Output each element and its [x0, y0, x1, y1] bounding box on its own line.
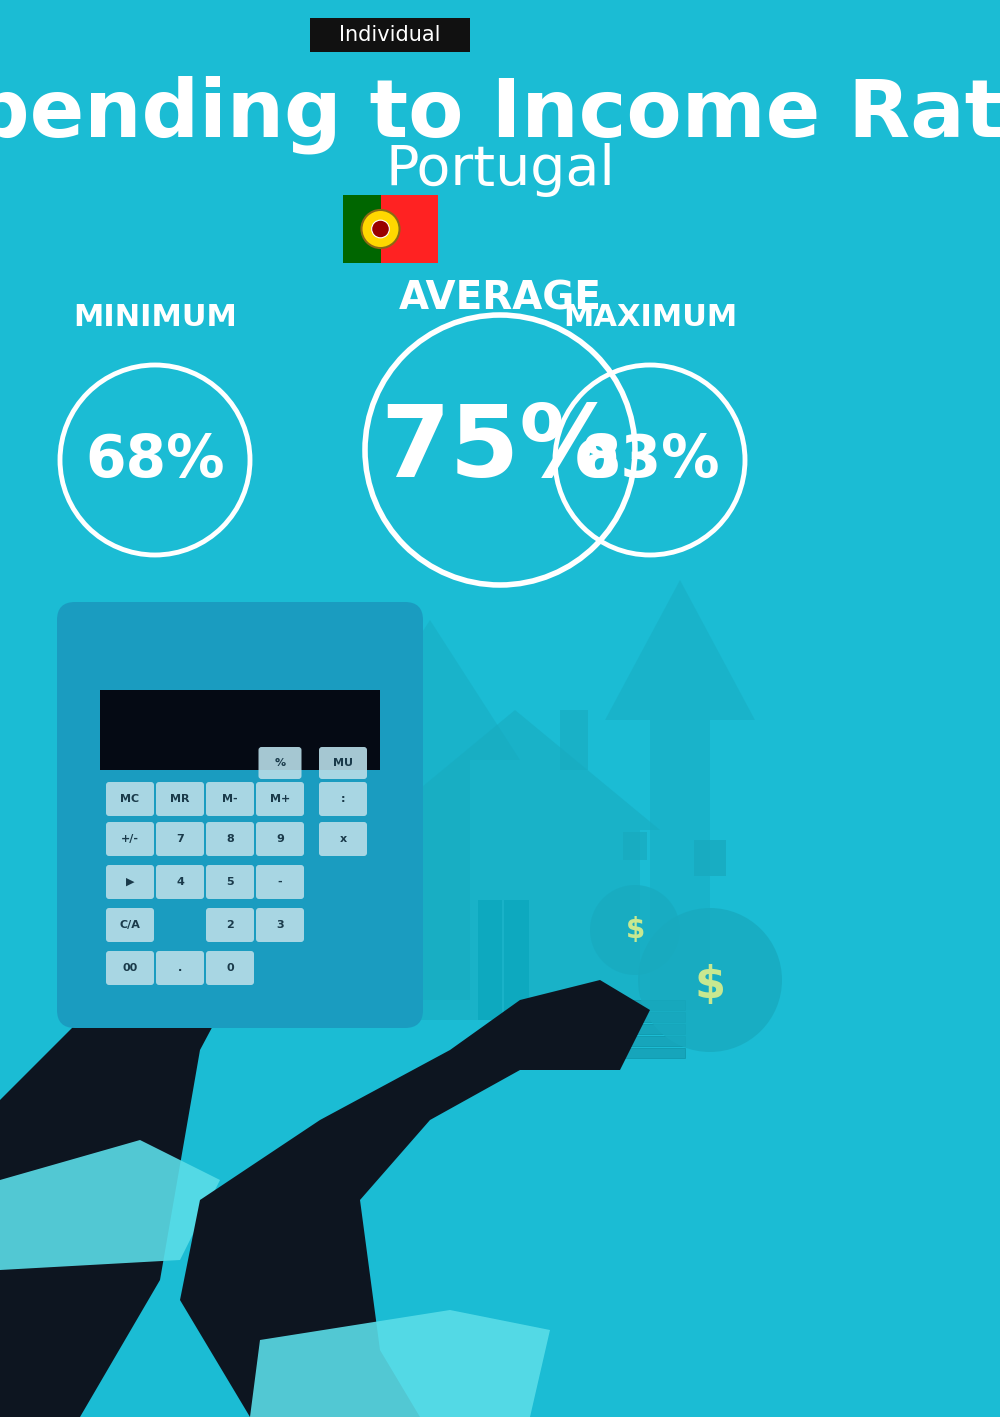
FancyBboxPatch shape: [57, 602, 423, 1027]
FancyBboxPatch shape: [390, 830, 640, 1020]
Text: 7: 7: [176, 835, 184, 845]
Text: Individual: Individual: [339, 26, 441, 45]
Text: AVERAGE: AVERAGE: [399, 279, 601, 317]
Text: 75%: 75%: [380, 401, 620, 499]
FancyBboxPatch shape: [319, 747, 367, 779]
Circle shape: [372, 220, 389, 238]
Circle shape: [590, 886, 680, 975]
FancyBboxPatch shape: [319, 782, 367, 816]
Text: $: $: [625, 915, 645, 944]
FancyBboxPatch shape: [590, 1036, 685, 1046]
Text: MC: MC: [120, 794, 140, 803]
Text: 5: 5: [226, 877, 234, 887]
FancyBboxPatch shape: [256, 864, 304, 898]
Polygon shape: [250, 1309, 550, 1417]
FancyBboxPatch shape: [100, 690, 380, 769]
Text: 83%: 83%: [580, 432, 720, 489]
FancyBboxPatch shape: [206, 951, 254, 985]
FancyBboxPatch shape: [206, 908, 254, 942]
Circle shape: [638, 908, 782, 1051]
Text: 4: 4: [176, 877, 184, 887]
FancyBboxPatch shape: [156, 782, 204, 816]
FancyBboxPatch shape: [256, 908, 304, 942]
Text: 3: 3: [276, 920, 284, 930]
FancyBboxPatch shape: [106, 864, 154, 898]
Text: C/A: C/A: [120, 920, 140, 930]
Text: x: x: [339, 835, 347, 845]
Text: MAXIMUM: MAXIMUM: [563, 303, 737, 333]
Text: $: $: [694, 964, 726, 1006]
FancyBboxPatch shape: [156, 864, 204, 898]
FancyBboxPatch shape: [694, 840, 726, 876]
FancyBboxPatch shape: [310, 18, 470, 52]
FancyBboxPatch shape: [319, 822, 367, 856]
Text: +/-: +/-: [121, 835, 139, 845]
Text: MU: MU: [333, 758, 353, 768]
Polygon shape: [180, 981, 650, 1417]
FancyBboxPatch shape: [590, 1024, 685, 1034]
Text: M+: M+: [270, 794, 290, 803]
FancyBboxPatch shape: [106, 908, 154, 942]
Text: .: .: [178, 964, 182, 973]
Polygon shape: [340, 621, 520, 1000]
Text: ▶: ▶: [126, 877, 134, 887]
FancyBboxPatch shape: [258, 747, 302, 779]
Text: 0: 0: [226, 964, 234, 973]
Text: :: :: [341, 794, 345, 803]
Text: -: -: [278, 877, 282, 887]
FancyBboxPatch shape: [256, 822, 304, 856]
FancyBboxPatch shape: [256, 782, 304, 816]
FancyBboxPatch shape: [156, 951, 204, 985]
FancyBboxPatch shape: [380, 196, 438, 264]
FancyBboxPatch shape: [590, 1012, 685, 1022]
Text: M-: M-: [222, 794, 238, 803]
FancyBboxPatch shape: [156, 822, 204, 856]
FancyBboxPatch shape: [206, 782, 254, 816]
Text: 9: 9: [276, 835, 284, 845]
FancyBboxPatch shape: [206, 864, 254, 898]
FancyBboxPatch shape: [560, 710, 588, 769]
Polygon shape: [0, 1141, 220, 1270]
FancyBboxPatch shape: [342, 196, 380, 264]
Text: Portugal: Portugal: [385, 143, 615, 197]
Polygon shape: [0, 740, 420, 1417]
FancyBboxPatch shape: [504, 900, 529, 1020]
FancyBboxPatch shape: [478, 900, 502, 1020]
Text: 2: 2: [226, 920, 234, 930]
Text: 00: 00: [122, 964, 138, 973]
FancyBboxPatch shape: [106, 822, 154, 856]
FancyBboxPatch shape: [590, 1049, 685, 1058]
FancyBboxPatch shape: [206, 822, 254, 856]
Text: MINIMUM: MINIMUM: [73, 303, 237, 333]
FancyBboxPatch shape: [623, 832, 647, 860]
Polygon shape: [370, 710, 660, 830]
Text: 8: 8: [226, 835, 234, 845]
Text: Spending to Income Ratio: Spending to Income Ratio: [0, 75, 1000, 154]
FancyBboxPatch shape: [106, 782, 154, 816]
Text: %: %: [274, 758, 286, 768]
Circle shape: [361, 210, 400, 248]
Text: MR: MR: [170, 794, 190, 803]
FancyBboxPatch shape: [106, 951, 154, 985]
Polygon shape: [605, 580, 755, 1010]
Text: 68%: 68%: [85, 432, 225, 489]
FancyBboxPatch shape: [590, 1000, 685, 1010]
